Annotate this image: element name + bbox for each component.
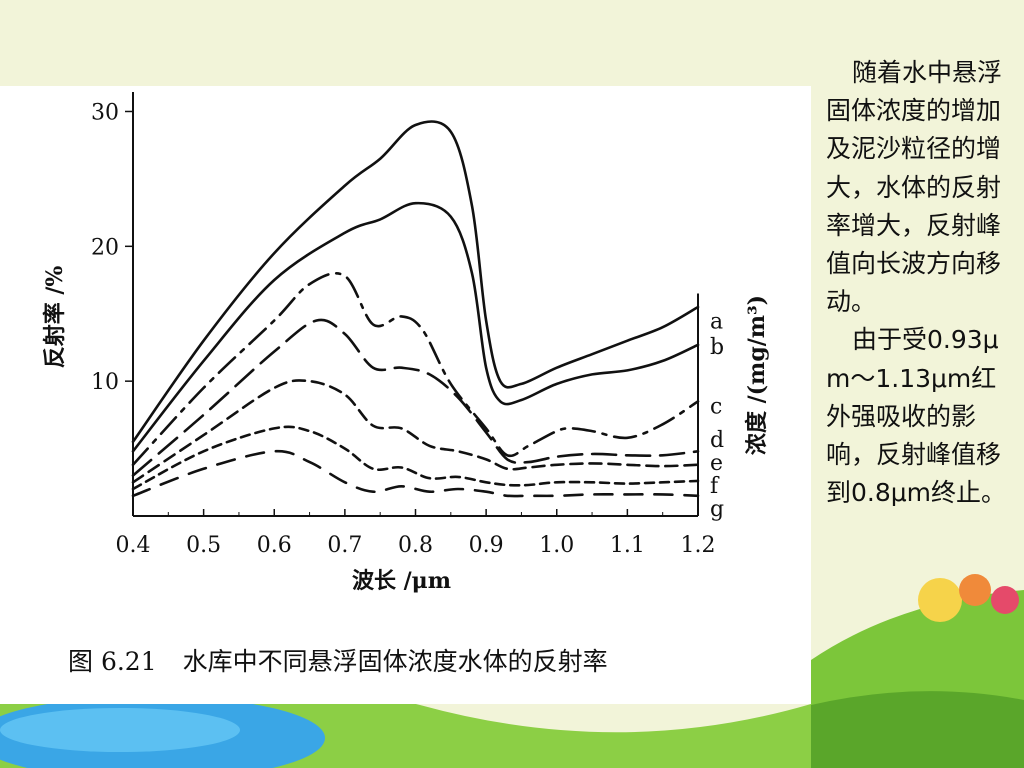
figure-number: 图 6.21 [68,647,157,676]
series-label-a: a [710,309,723,334]
x-tick-label: 0.9 [469,533,504,558]
reflectance-chart: 0.4 0.5 0.6 0.7 0.8 0.9 1.0 1.1 1.2 10 20 30 波长 /μm 反… [42,92,770,594]
series-line-b [131,201,700,453]
x-tick-label: 1.0 [539,533,574,558]
explanation-text: 随着水中悬浮固体浓度的增加及泥沙粒径的增大，水体的反射率增大，反射峰值向长波方向… [826,54,1016,512]
series-label-d: d [710,428,724,453]
x-tick-label: 0.8 [398,533,433,558]
concentration-axis-title: 浓度 /(mg/m³) [744,295,770,455]
x-axis-title: 波长 /μm [352,568,451,594]
x-tick-label: 0.5 [186,533,221,558]
series-line-e [131,379,700,484]
y-tick-label: 20 [91,235,119,260]
series-label-b: b [710,335,724,360]
series-label-e: e [710,451,723,476]
y-tick-label: 10 [91,370,119,395]
x-tick-label: 1.1 [610,533,645,558]
series-line-a [131,120,700,444]
series-line-g [131,449,700,498]
series-label-c: c [710,394,722,419]
x-tick-label: 1.2 [681,533,716,558]
explanation-paragraph-2: 由于受0.93μm～1.13μm红外强吸收的影响，反射峰值移到0.8μm终止。 [826,325,1007,508]
y-axis-title: 反射率 /% [42,266,68,369]
explanation-paragraph-1: 随着水中悬浮固体浓度的增加及泥沙粒径的增大，水体的反射率增大，反射峰值向长波方向… [826,58,1003,317]
series-label-f: f [710,474,720,499]
x-tick-label: 0.4 [116,533,151,558]
figure-title: 水库中不同悬浮固体浓度水体的反射率 [182,647,608,676]
series-line-d [131,318,700,477]
x-tick-label: 0.7 [327,533,362,558]
y-tick-label: 30 [91,100,119,125]
figure-panel: 0.4 0.5 0.6 0.7 0.8 0.9 1.0 1.1 1.2 10 20 30 波长 /μm 反… [0,86,811,704]
series-label-g: g [710,497,724,522]
series-line-c [131,272,700,467]
figure-caption: 图 6.21 水库中不同悬浮固体浓度水体的反射率 [68,642,788,678]
series-line-f [131,425,700,491]
x-tick-label: 0.6 [257,533,292,558]
